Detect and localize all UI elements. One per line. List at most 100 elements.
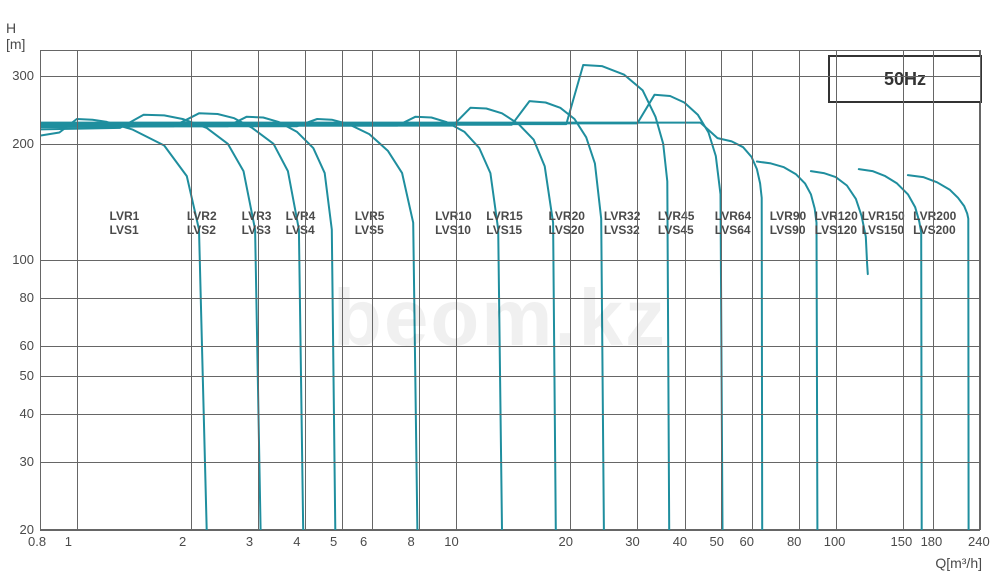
x-grid-line [685,50,686,530]
series-label: LVR45LVS45 [658,210,694,238]
x-tick-label: 3 [246,534,253,549]
y-grid-line [40,346,980,347]
x-grid-line [799,50,800,530]
x-tick-label: 6 [360,534,367,549]
series-label-line1: LVR64 [715,209,751,223]
x-grid-line [77,50,78,530]
series-label-line1: LVR10 [435,209,471,223]
x-grid-line [419,50,420,530]
x-tick-label: 150 [891,534,913,549]
x-tick-label: 240 [968,534,990,549]
x-axis-title: Q[m³/h] [935,555,982,571]
series-label-line1: LVR4 [286,209,316,223]
pump-curve [40,115,261,530]
y-grid-line [40,76,980,77]
x-tick-label: 5 [330,534,337,549]
series-label: LVR15LVS15 [486,210,522,238]
x-tick-label: 100 [824,534,846,549]
series-label-line2: LVS150 [862,223,904,237]
series-label-line2: LVS64 [715,223,751,237]
series-label-line1: LVR3 [242,209,272,223]
series-label-line2: LVS45 [658,223,694,237]
x-grid-line [258,50,259,530]
x-grid-line [40,50,41,530]
watermark: beom.kz [333,272,667,364]
x-tick-label: 4 [293,534,300,549]
x-tick-label: 180 [921,534,943,549]
series-label: LVR64LVS64 [715,210,751,238]
y-tick-label: 200 [12,136,34,151]
y-grid-line [40,530,980,531]
series-label: LVR3LVS3 [242,210,272,238]
series-label: LVR4LVS4 [286,210,316,238]
series-label-line2: LVS32 [604,223,640,237]
series-label-line1: LVR15 [486,209,522,223]
x-tick-label: 8 [407,534,414,549]
pump-curve [40,113,303,530]
y-tick-label: 20 [20,522,34,537]
y-tick-label: 60 [20,338,34,353]
x-grid-line [933,50,934,530]
x-grid-line [191,50,192,530]
series-label-line1: LVR200 [913,209,956,223]
series-label: LVR5LVS5 [355,210,385,238]
series-label-line2: LVS200 [913,223,955,237]
y-grid-line [40,260,980,261]
y-tick-label: 50 [20,368,34,383]
series-label-line2: LVS90 [770,223,806,237]
y-grid-line [40,298,980,299]
series-label-line2: LVS10 [435,223,471,237]
series-label: LVR150LVS150 [862,210,905,238]
pump-curve [40,119,207,530]
y-tick-label: 30 [20,454,34,469]
x-tick-label: 2 [179,534,186,549]
y-tick-label: 300 [12,68,34,83]
x-grid-line [372,50,373,530]
series-label-line1: LVR5 [355,209,385,223]
series-label-line2: LVS1 [110,223,139,237]
x-tick-label: 60 [740,534,754,549]
x-tick-label: 50 [709,534,723,549]
series-label-line2: LVS4 [286,223,315,237]
x-grid-line [570,50,571,530]
x-tick-label: 10 [444,534,458,549]
x-tick-label: 1 [65,534,72,549]
y-grid-line [40,144,980,145]
y-grid-line [40,462,980,463]
x-grid-line [456,50,457,530]
x-grid-line [721,50,722,530]
series-label-line2: LVS3 [242,223,271,237]
series-label-line1: LVR90 [770,209,806,223]
x-grid-line [903,50,904,530]
series-label-line2: LVS15 [486,223,522,237]
x-tick-label: 80 [787,534,801,549]
x-grid-line [980,50,981,530]
series-label: LVR20LVS20 [548,210,584,238]
y-tick-label: 40 [20,406,34,421]
y-tick-label: 80 [20,290,34,305]
frequency-box: 50Hz [828,55,982,103]
series-label-line1: LVR45 [658,209,694,223]
series-label-line1: LVR32 [604,209,640,223]
x-grid-line [342,50,343,530]
frequency-label: 50Hz [884,69,926,90]
series-label-line2: LVS5 [355,223,384,237]
x-grid-line [305,50,306,530]
y-grid-line [40,376,980,377]
series-label: LVR32LVS32 [604,210,640,238]
series-label-line1: LVR20 [548,209,584,223]
series-label: LVR1LVS1 [110,210,140,238]
x-grid-line [752,50,753,530]
pump-curve-chart: H [m] LVR1LVS1LVR2LVS2LVR3LVS3LVR4LVS4LV… [0,0,1000,579]
series-label-line1: LVR150 [862,209,905,223]
y-grid-line [40,414,980,415]
series-label: LVR90LVS90 [770,210,806,238]
series-label-line1: LVR1 [110,209,140,223]
x-grid-line [637,50,638,530]
series-label: LVR10LVS10 [435,210,471,238]
x-tick-label: 20 [558,534,572,549]
x-tick-label: 30 [625,534,639,549]
series-label-line2: LVS20 [548,223,584,237]
series-label: LVR200LVS200 [913,210,956,238]
y-tick-label: 100 [12,252,34,267]
